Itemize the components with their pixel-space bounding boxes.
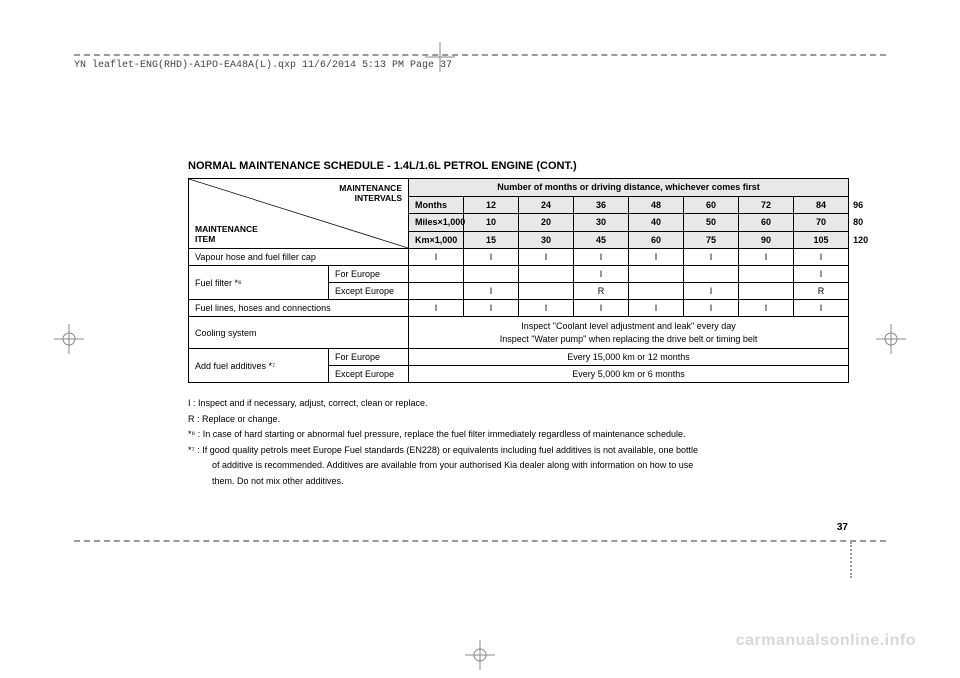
row-fuelfilter-sub1-2 (519, 266, 574, 283)
diagonal-header: MAINTENANCE INTERVALS MAINTENANCE ITEM (189, 179, 409, 249)
km-3: 60 (629, 231, 684, 249)
header-filename: YN leaflet-ENG(RHD)-A1PO-EA48A(L).qxp 11… (74, 60, 452, 71)
months-label: Months (409, 196, 464, 214)
watermark: carmanualsonline.info (736, 632, 916, 650)
row-vapour-label: Vapour hose and fuel filler cap (189, 249, 409, 266)
diag-top-text: MAINTENANCE INTERVALS (339, 183, 402, 203)
row-fuelfilter-sub2-1: I (464, 283, 519, 300)
footer-vert-dash (850, 542, 852, 578)
row-fuelfilter-sub2-6 (739, 283, 794, 300)
row-fuellines-6: I (739, 300, 794, 317)
diag-bot-text: MAINTENANCE ITEM (195, 224, 258, 244)
km-0: 15 (464, 231, 519, 249)
row-fuelfilter-sub2-5: I (684, 283, 739, 300)
km-1: 30 (519, 231, 574, 249)
reg-mark-left (54, 324, 84, 354)
km-4: 75 (684, 231, 739, 249)
maintenance-table: MAINTENANCE INTERVALS MAINTENANCE ITEM N… (188, 178, 849, 383)
row-fuellines-3: I (574, 300, 629, 317)
row-additives-label: Add fuel additives *⁷ (189, 349, 329, 383)
note-7a: *⁷ : If good quality petrols meet Europe… (188, 444, 848, 458)
page-number: 37 (833, 522, 852, 533)
row-fuellines-0: I (409, 300, 464, 317)
months-4: 60 (684, 196, 739, 214)
months-2: 36 (574, 196, 629, 214)
diag-bot-label: MAINTENANCE ITEM (195, 224, 258, 244)
row-vapour-0: I (409, 249, 464, 266)
row-fuelfilter-sub1-7: I (794, 266, 849, 283)
row-fuellines-1: I (464, 300, 519, 317)
row-cooling-text: Inspect "Coolant level adjustment and le… (409, 317, 849, 349)
row-additives-sub1-label: For Europe (329, 349, 409, 366)
interval-header: Number of months or driving distance, wh… (409, 179, 849, 197)
row-fuellines-label: Fuel lines, hoses and connections (189, 300, 409, 317)
footer-dash-line (74, 540, 886, 542)
note-7c: them. Do not mix other additives. (188, 475, 848, 489)
row-vapour-1: I (464, 249, 519, 266)
notes-block: I : Inspect and if necessary, adjust, co… (188, 397, 848, 488)
diag-top-label: MAINTENANCE INTERVALS (339, 183, 402, 203)
row-fuelfilter-sub1-5 (684, 266, 739, 283)
note-i: I : Inspect and if necessary, adjust, co… (188, 397, 848, 411)
reg-mark-right (876, 324, 906, 354)
row-vapour-5: I (684, 249, 739, 266)
row-fuelfilter-sub2-2 (519, 283, 574, 300)
months-6: 84 (794, 196, 849, 214)
miles-5: 60 (739, 214, 794, 232)
miles-0: 10 (464, 214, 519, 232)
row-additives-sub2-label: Except Europe (329, 366, 409, 383)
miles-4: 50 (684, 214, 739, 232)
reg-mark-bottom (465, 640, 495, 670)
row-vapour-4: I (629, 249, 684, 266)
km-6: 105 (794, 231, 849, 249)
row-fuelfilter-sub1-3: I (574, 266, 629, 283)
row-fuelfilter-sub1-6 (739, 266, 794, 283)
header-dash-line (74, 54, 886, 56)
row-fuellines-5: I (684, 300, 739, 317)
row-fuelfilter-sub2-4 (629, 283, 684, 300)
note-r: R : Replace or change. (188, 413, 848, 427)
note-6: *⁶ : In case of hard starting or abnorma… (188, 428, 848, 442)
row-fuellines-2: I (519, 300, 574, 317)
miles-1: 20 (519, 214, 574, 232)
row-fuelfilter-sub1-label: For Europe (329, 266, 409, 283)
row-vapour-7: I (794, 249, 849, 266)
months-0: 12 (464, 196, 519, 214)
row-vapour-6: I (739, 249, 794, 266)
page-content: NORMAL MAINTENANCE SCHEDULE - 1.4L/1.6L … (188, 160, 848, 490)
note-7b: of additive is recommended. Additives ar… (188, 459, 848, 473)
months-5: 72 (739, 196, 794, 214)
page-title: NORMAL MAINTENANCE SCHEDULE - 1.4L/1.6L … (188, 160, 848, 172)
months-1: 24 (519, 196, 574, 214)
km-2: 45 (574, 231, 629, 249)
miles-6: 70 (794, 214, 849, 232)
row-additives-sub2-text: Every 5,000 km or 6 months (409, 366, 849, 383)
row-fuelfilter-sub2-label: Except Europe (329, 283, 409, 300)
row-fuelfilter-sub1-4 (629, 266, 684, 283)
miles-2: 30 (574, 214, 629, 232)
row-vapour-2: I (519, 249, 574, 266)
miles-label: Miles×1,000 (409, 214, 464, 232)
months-3: 48 (629, 196, 684, 214)
row-fuelfilter-sub2-7: R (794, 283, 849, 300)
row-fuelfilter-sub1-1 (464, 266, 519, 283)
row-cooling-label: Cooling system (189, 317, 409, 349)
row-fuelfilter-label: Fuel filter *⁶ (189, 266, 329, 300)
km-5: 90 (739, 231, 794, 249)
row-fuelfilter-sub2-3: R (574, 283, 629, 300)
row-fuellines-7: I (794, 300, 849, 317)
row-additives-sub1-text: Every 15,000 km or 12 months (409, 349, 849, 366)
row-vapour-3: I (574, 249, 629, 266)
row-fuelfilter-sub2-0 (409, 283, 464, 300)
row-fuellines-4: I (629, 300, 684, 317)
row-fuelfilter-sub1-0 (409, 266, 464, 283)
miles-3: 40 (629, 214, 684, 232)
km-label: Km×1,000 (409, 231, 464, 249)
